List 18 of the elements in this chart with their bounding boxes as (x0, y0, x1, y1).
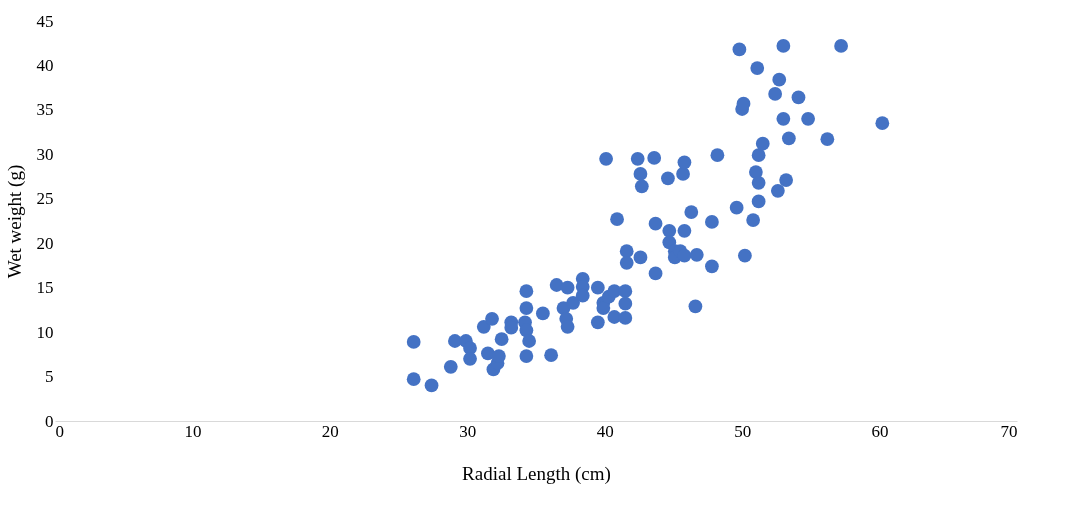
y-tick-label: 25 (36, 189, 54, 209)
x-tick-label: 30 (459, 421, 477, 441)
x-axis-title: Radial Length (cm) (462, 462, 611, 485)
y-tick-label: 45 (36, 11, 54, 31)
x-tick-label: 50 (734, 421, 752, 441)
x-tick-label: 60 (871, 421, 889, 441)
y-tick-label: 15 (36, 278, 54, 298)
y-tick-label: 5 (45, 367, 54, 387)
x-tick-label: 10 (184, 421, 202, 441)
y-tick-label: 30 (36, 144, 54, 164)
y-tick-label: 20 (36, 233, 54, 253)
y-tick-label: 10 (36, 322, 54, 342)
x-tick-label: 40 (596, 421, 614, 441)
x-tick-label: 20 (321, 421, 339, 441)
x-tick-label: 70 (1000, 421, 1018, 441)
y-tick-label: 40 (36, 55, 54, 75)
y-tick-label: 35 (36, 100, 54, 120)
y-axis-title: Wet weight (g) (3, 164, 26, 279)
